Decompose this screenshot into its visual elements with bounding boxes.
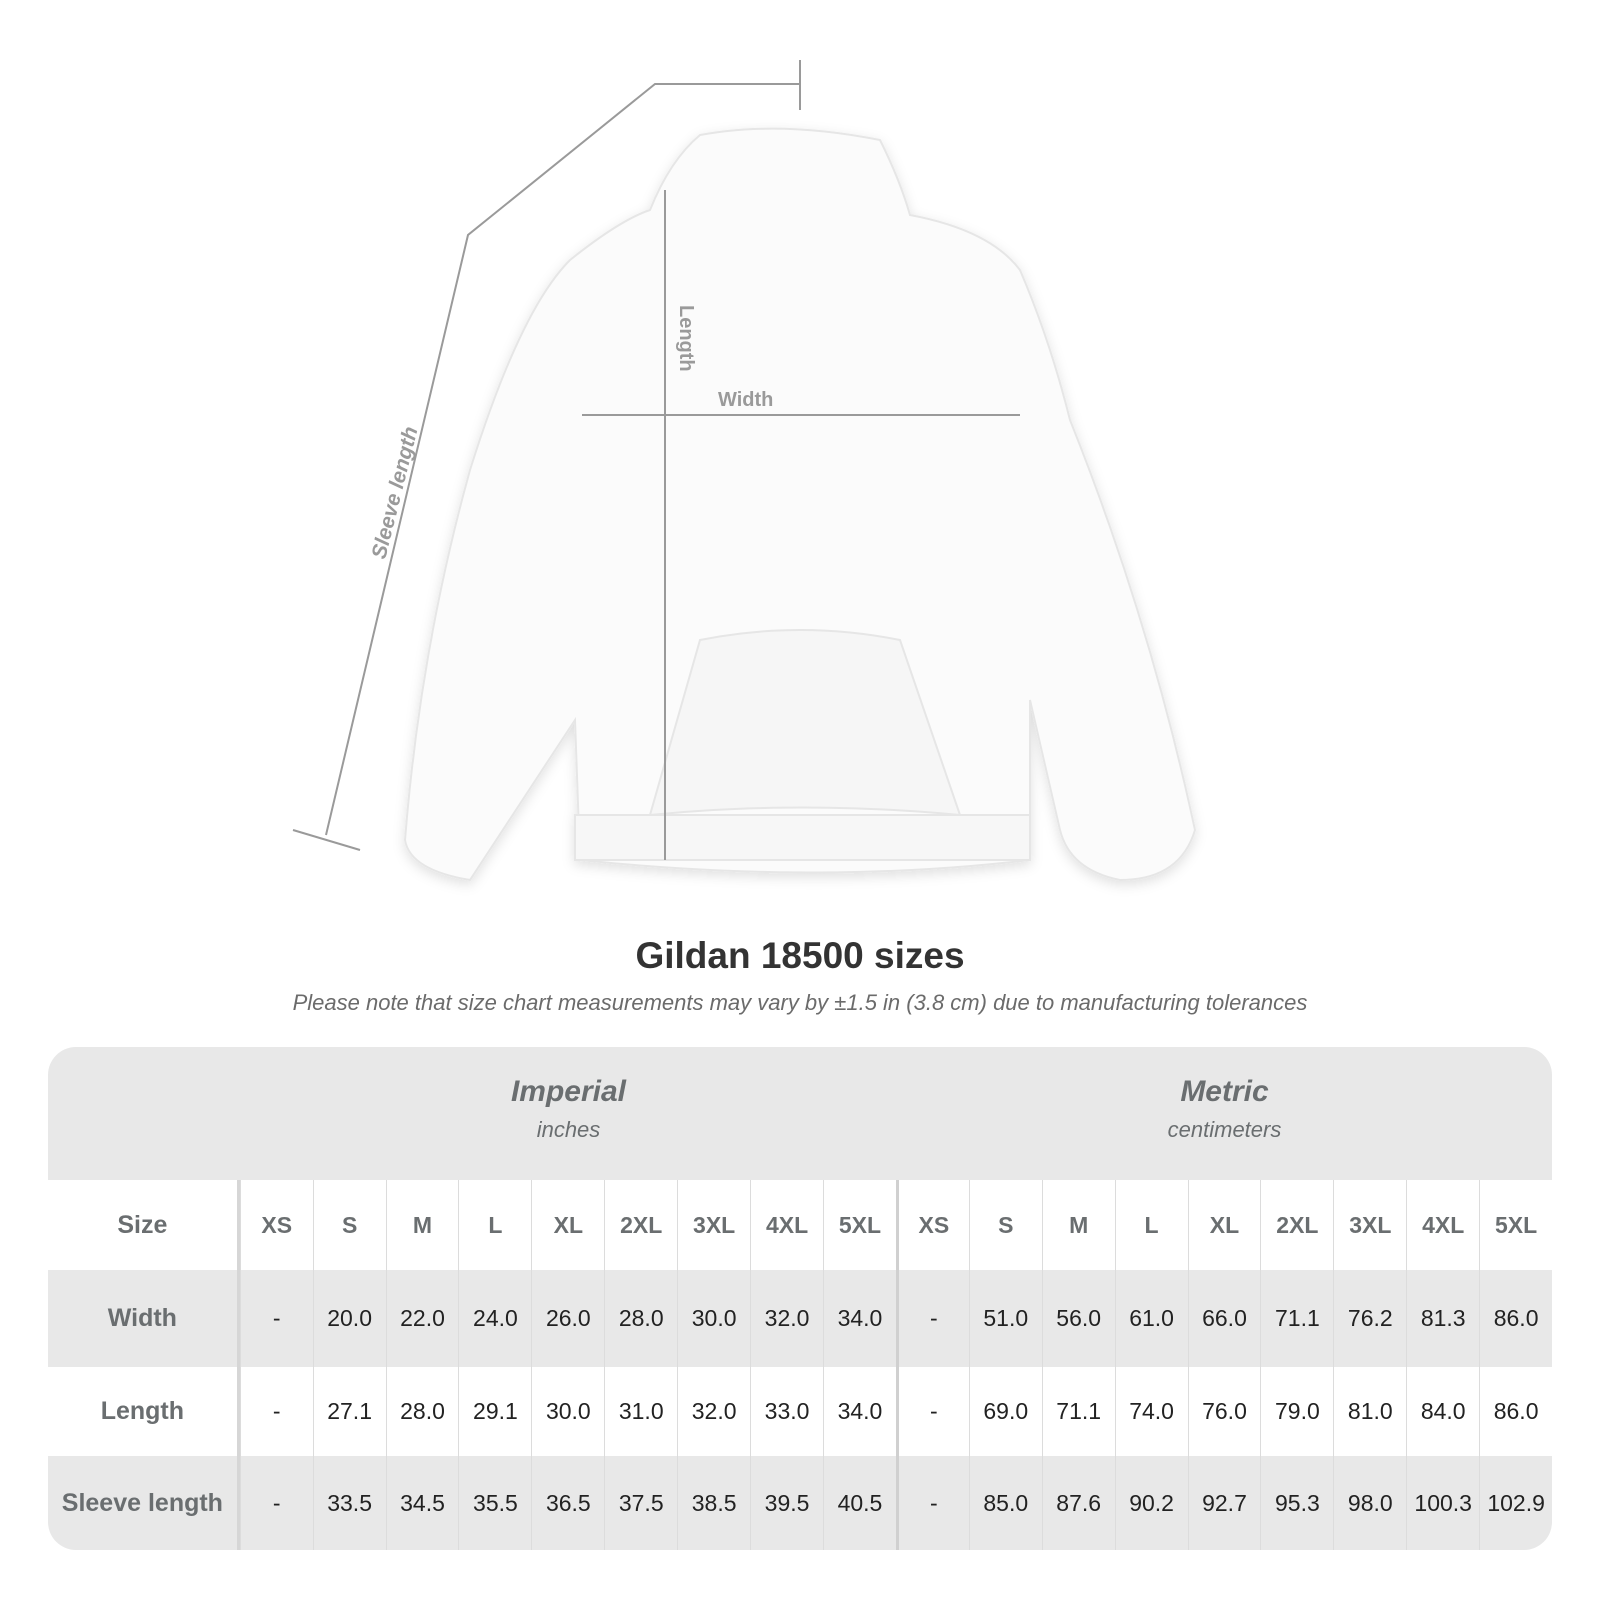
row-label: Sleeve length <box>48 1456 240 1550</box>
table-cell: - <box>239 1367 313 1456</box>
table-cell: 35.5 <box>458 1456 531 1550</box>
table-cell: 31.0 <box>604 1367 677 1456</box>
table-cell: 76.2 <box>1333 1270 1406 1367</box>
table-cell: 71.1 <box>1260 1270 1333 1367</box>
table-cell: 92.7 <box>1187 1456 1261 1550</box>
table-cell: 22.0 <box>385 1270 459 1367</box>
row-label: Width <box>48 1270 240 1367</box>
table-cell: 29.1 <box>458 1367 531 1456</box>
size-header-row: Size XS S M L XL 2XL 3XL 4XL 5XL XS S M L XL 2XL 3XL 4XL 5… <box>48 1180 1552 1270</box>
size-header-cell: L <box>1114 1180 1188 1270</box>
tolerance-note: Please note that size chart measurements… <box>292 990 1308 1015</box>
hoodie-image <box>403 127 1197 882</box>
size-header-cell: 5XL <box>823 1180 896 1270</box>
table-cell: 39.5 <box>750 1456 823 1550</box>
table-cell: 38.5 <box>677 1456 750 1550</box>
table-cell: 79.0 <box>1260 1367 1333 1456</box>
table-cell: 32.0 <box>677 1367 750 1456</box>
table-cell: - <box>239 1456 313 1550</box>
table-cell: 26.0 <box>531 1270 604 1367</box>
table-cell: 20.0 <box>312 1270 386 1367</box>
hoodie-diagram: Length Width Sleeve length <box>292 60 1197 882</box>
measurement-lines <box>292 60 1020 860</box>
row-label: Length <box>48 1367 240 1456</box>
table-cell: 34.5 <box>385 1456 459 1550</box>
table-cell: 61.0 <box>1114 1270 1188 1367</box>
metric-heading: Metric <box>1180 1075 1269 1108</box>
table-cell: 90.2 <box>1114 1456 1188 1550</box>
table-cell: 32.0 <box>750 1270 823 1367</box>
table-cell: 74.0 <box>1114 1367 1188 1456</box>
size-header-cell: S <box>968 1180 1042 1270</box>
size-header-cell: 5XL <box>1479 1180 1552 1270</box>
diagram-length-label: Length <box>675 305 697 372</box>
size-header-cell: XS <box>239 1180 313 1270</box>
table-cell: 81.3 <box>1406 1270 1479 1367</box>
table-cell: 34.0 <box>823 1270 896 1367</box>
table-cell: 98.0 <box>1333 1456 1406 1550</box>
size-header-cell: M <box>1041 1180 1115 1270</box>
table-cell: 30.0 <box>677 1270 750 1367</box>
table-cell: 81.0 <box>1333 1367 1406 1456</box>
table-cell: 76.0 <box>1187 1367 1261 1456</box>
table-cell: 37.5 <box>604 1456 677 1550</box>
table-cell: 66.0 <box>1187 1270 1261 1367</box>
diagram-width-label: Width <box>718 389 773 411</box>
size-column-label: Size <box>48 1180 240 1270</box>
size-header-cell: XL <box>1187 1180 1261 1270</box>
size-header-cell: 3XL <box>1333 1180 1406 1270</box>
size-header-cell: XS <box>895 1180 969 1270</box>
imperial-unit: inches <box>536 1117 601 1142</box>
imperial-heading: Imperial <box>510 1075 627 1108</box>
size-header-cell: 4XL <box>1406 1180 1479 1270</box>
table-cell: 85.0 <box>968 1456 1042 1550</box>
size-header-cell: 2XL <box>604 1180 677 1270</box>
table-cell: - <box>895 1270 969 1367</box>
table-cell: 33.0 <box>750 1367 823 1456</box>
metric-unit: centimeters <box>1167 1117 1282 1142</box>
size-header-cell: XL <box>531 1180 604 1270</box>
size-header-cell: S <box>312 1180 386 1270</box>
table-cell: 71.1 <box>1041 1367 1115 1456</box>
table-cell: - <box>239 1270 313 1367</box>
table-cell: 95.3 <box>1260 1456 1333 1550</box>
table-cell: 36.5 <box>531 1456 604 1550</box>
table-cell: 86.0 <box>1479 1367 1552 1456</box>
table-cell: 34.0 <box>823 1367 896 1456</box>
size-header-cell: M <box>385 1180 459 1270</box>
table-cell: 102.9 <box>1479 1456 1552 1550</box>
imperial-group-header: Imperial inches <box>240 1047 897 1180</box>
table-cell: - <box>895 1456 969 1550</box>
table-cell: 84.0 <box>1406 1367 1479 1456</box>
table-cell: 40.5 <box>823 1456 896 1550</box>
table-row: Width -20.0 22.0 24.0 26.0 28.0 30.0 32.0 34.0-5… <box>48 1270 1552 1367</box>
table-cell: 24.0 <box>458 1270 531 1367</box>
table-cell: 27.1 <box>312 1367 386 1456</box>
size-table: Imperial inches Metric centimeters Size X… <box>48 1047 1552 1550</box>
size-header-cell: L <box>458 1180 531 1270</box>
metric-group-header: Metric centimeters <box>897 1047 1552 1180</box>
table-cell: 28.0 <box>604 1270 677 1367</box>
table-cell: 87.6 <box>1041 1456 1115 1550</box>
table-cell: 56.0 <box>1041 1270 1115 1367</box>
table-row: Sleeve length -33.5 34.5 35.5 36.5 37.5 38.5 39… <box>48 1456 1552 1550</box>
table-cell: 100.3 <box>1406 1456 1479 1550</box>
size-header-cell: 4XL <box>750 1180 823 1270</box>
size-header-cell: 3XL <box>677 1180 750 1270</box>
table-cell: 33.5 <box>312 1456 386 1550</box>
table-row: Length -27.1 28.0 29.1 30.0 31.0 32.0 33.0 34.0-… <box>48 1367 1552 1456</box>
table-cell: 69.0 <box>968 1367 1042 1456</box>
table-cell: 30.0 <box>531 1367 604 1456</box>
table-cell: 51.0 <box>968 1270 1042 1367</box>
table-cell: 86.0 <box>1479 1270 1552 1367</box>
page-title: Gildan 18500 sizes <box>635 935 965 976</box>
size-header-cell: 2XL <box>1260 1180 1333 1270</box>
table-cell: - <box>895 1367 969 1456</box>
table-cell: 28.0 <box>385 1367 459 1456</box>
